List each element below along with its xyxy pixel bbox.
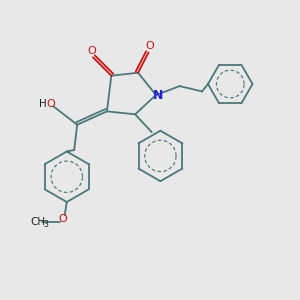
- Text: H: H: [39, 99, 47, 109]
- Text: O: O: [59, 214, 68, 224]
- Text: CH: CH: [30, 217, 46, 227]
- Text: N: N: [152, 88, 163, 101]
- Text: O: O: [145, 41, 154, 51]
- Text: 3: 3: [44, 220, 48, 229]
- Text: O: O: [46, 99, 55, 109]
- Text: O: O: [87, 46, 96, 56]
